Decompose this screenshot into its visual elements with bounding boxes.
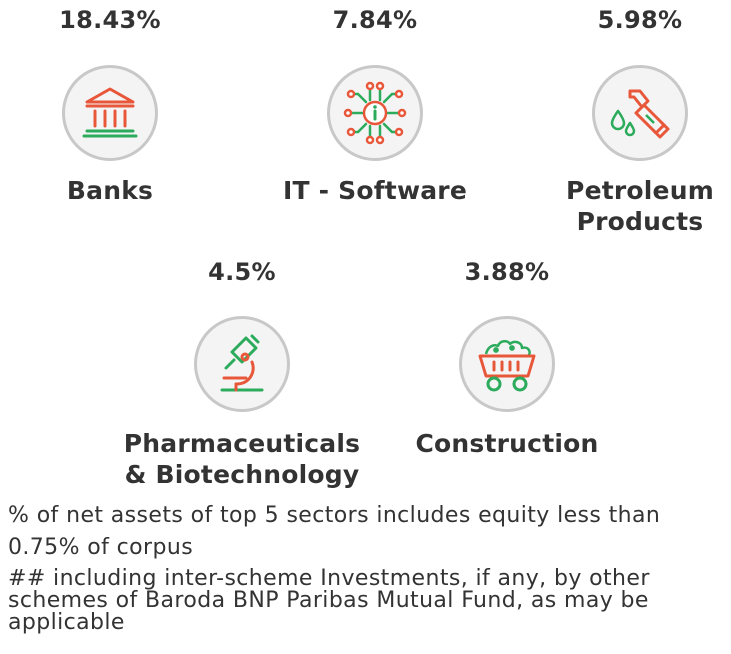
sector-pharmaceuticals: 4.5% Pharmaceuticals & Biotechnology xyxy=(122,258,362,490)
sector-name: IT - Software xyxy=(283,176,467,205)
sector-it-software: 7.84% xyxy=(255,6,495,206)
sector-icon-badge xyxy=(592,65,688,161)
sector-percent: 4.5% xyxy=(208,258,276,286)
sector-petroleum-products: 5.98% Petroleum Products xyxy=(520,6,731,237)
sector-name-line: Petroleum xyxy=(566,176,714,205)
sector-percent: 7.84% xyxy=(332,6,418,34)
sector-banks: 18.43% Banks xyxy=(0,6,230,206)
sector-icon-badge xyxy=(194,316,290,412)
footnote-inter-scheme: ## including inter-scheme Investments, i… xyxy=(8,566,650,635)
sector-name: Pharmaceuticals & Biotechnology xyxy=(122,428,362,490)
microscope-icon xyxy=(220,334,264,392)
bank-building-icon xyxy=(82,87,138,138)
sector-percent: 3.88% xyxy=(464,258,550,286)
sector-name: Banks xyxy=(66,176,154,205)
circuit-chip-icon xyxy=(343,81,407,145)
fuel-nozzle-icon xyxy=(610,89,670,139)
sector-icon-badge xyxy=(62,65,158,161)
sector-name-line: & Biotechnology xyxy=(124,460,360,489)
sector-name-line: Products xyxy=(576,207,704,236)
sector-name: Construction xyxy=(415,429,599,458)
sector-percent: 18.43% xyxy=(59,6,161,34)
footnotes: % of net assets of top 5 sectors include… xyxy=(8,500,723,634)
mining-cart-icon xyxy=(478,340,536,392)
sector-name-line: Pharmaceuticals xyxy=(123,429,361,458)
sector-percent: 5.98% xyxy=(597,6,683,34)
sector-icon-badge xyxy=(327,65,423,161)
sector-construction: 3.88% Construction xyxy=(387,258,627,459)
footnote-net-assets: % of net assets of top 5 sectors include… xyxy=(8,503,661,560)
sector-icon-badge xyxy=(459,316,555,412)
sector-name: Petroleum Products xyxy=(520,175,731,237)
